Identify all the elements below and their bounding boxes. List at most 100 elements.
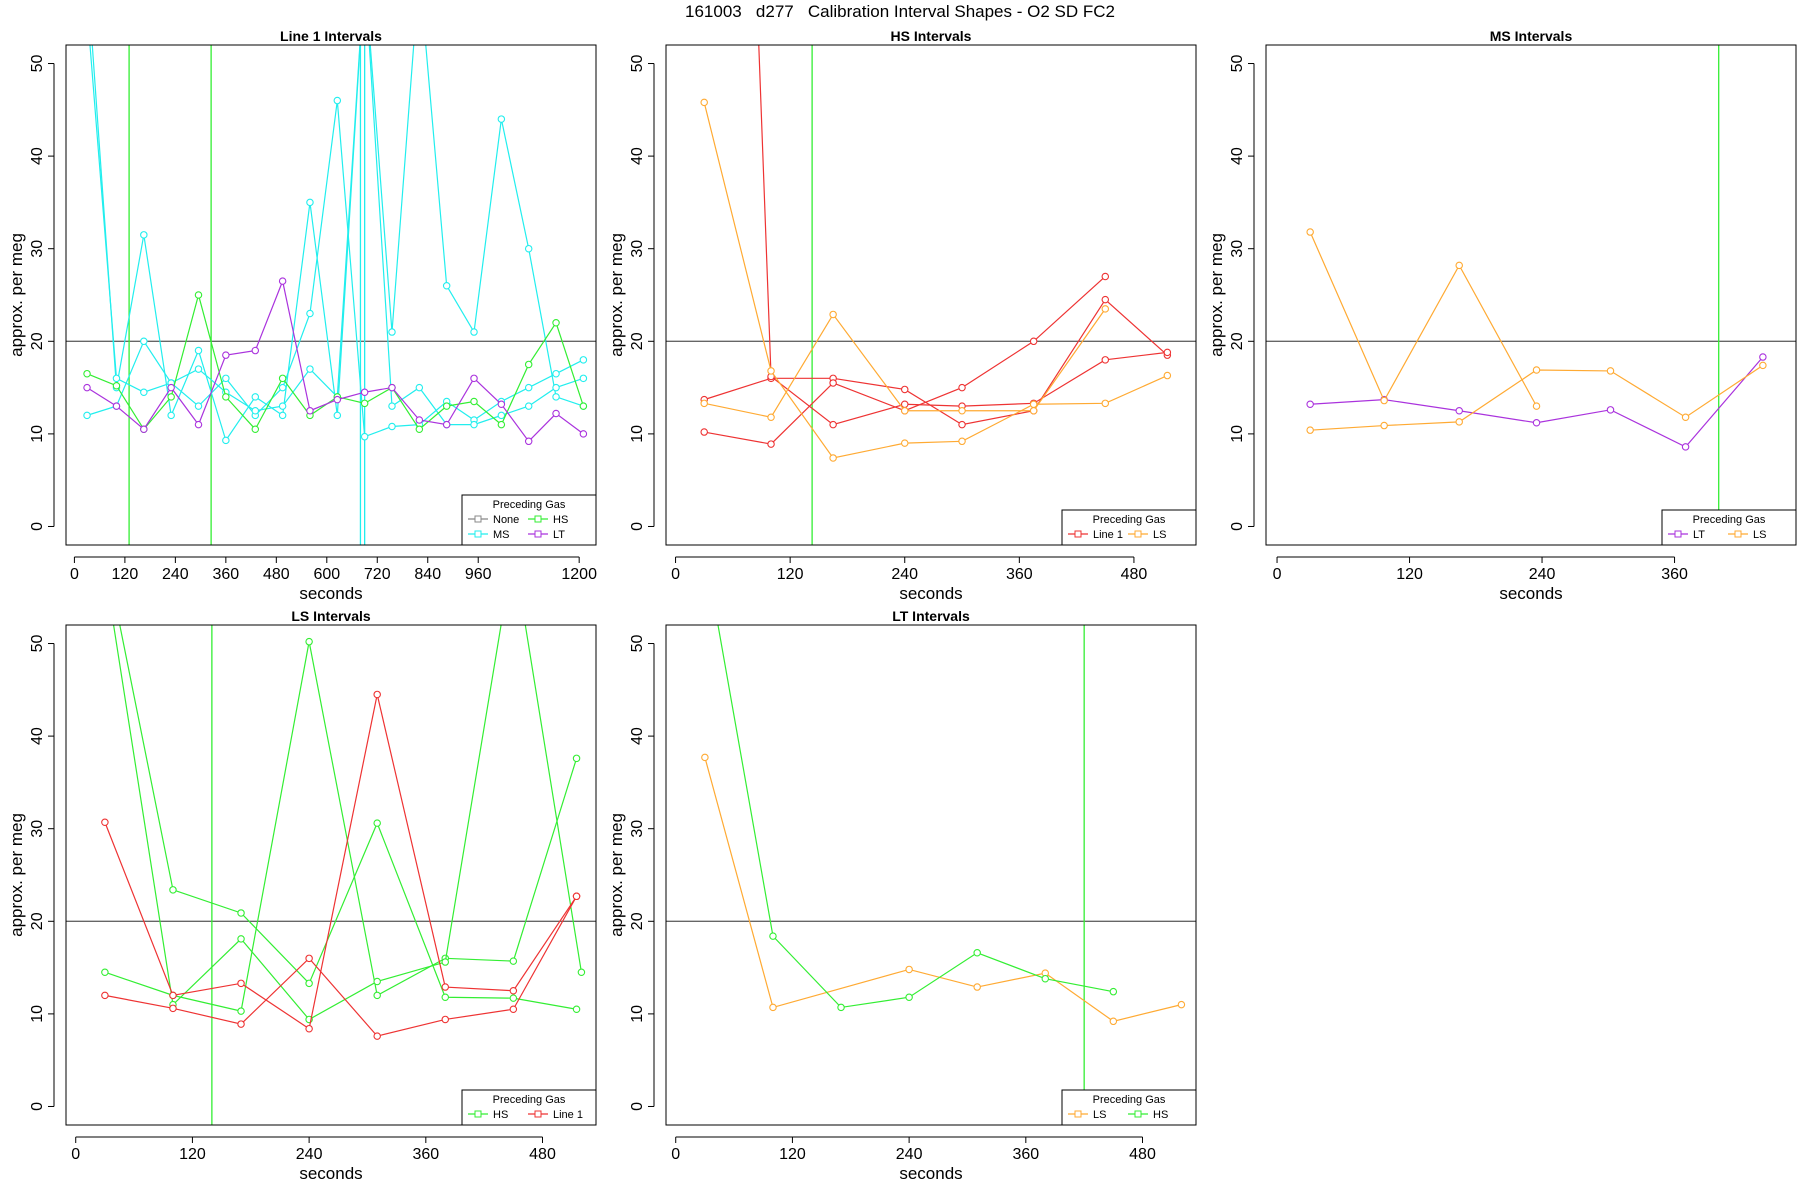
legend-swatch-marker [534,1110,542,1118]
series-line-1-5 [101,892,581,1040]
data-point [140,425,148,434]
data-point [552,393,560,401]
plot-frame [665,624,1197,1126]
data-point [905,993,913,1001]
legend: Preceding Gas Line 1 LS [1061,509,1197,546]
x-tick-label: 120 [777,566,804,583]
data-point [222,351,230,359]
data-point [333,411,342,420]
data-point [1759,361,1767,370]
data-point [251,406,260,415]
legend-box [461,1089,597,1126]
data-point [1681,413,1690,421]
series-ms-1 [91,45,588,445]
data-point [360,388,369,396]
data-point [524,383,533,392]
legend-label: LT [553,529,565,541]
chart-title: LS Intervals [291,608,371,624]
data-point [1759,353,1767,361]
x-tick-label: 360 [412,1146,439,1163]
data-point [577,968,586,976]
legend-label: LS [1753,529,1766,541]
data-point [1101,295,1110,304]
x-axis-label: seconds [899,584,962,603]
data-point [509,986,518,995]
legend-label: LT [1693,529,1705,541]
data-point [373,977,381,986]
y-tick-label: 30 [29,820,46,838]
data-point [167,393,175,401]
x-tick-label: 120 [1396,566,1423,583]
y-axis: 0 10 20 30 40 50 [29,55,55,531]
y-tick-label: 20 [1229,332,1246,350]
plot-frame [665,44,1197,546]
data-point [701,753,709,762]
lt-intervals-chart: LT Intervals 0 120 240 360 480 seconds 0 10 20 30 4… [607,608,1197,1183]
data-point [1681,443,1690,451]
data-point [415,416,424,424]
data-point [579,402,588,410]
y-tick-label: 30 [629,820,646,838]
legend-label: None [493,514,519,526]
x-axis: 0 120 240 360 480 [71,1136,556,1163]
series-lt-5 [83,277,588,446]
data-point [112,374,121,383]
data-point [497,400,506,409]
data-point [1306,426,1314,434]
data-point [373,991,381,1000]
plot-frame [1265,44,1797,546]
series-ls-3 [1306,228,1541,410]
data-point [958,406,966,415]
x-tick-label: 240 [162,566,189,583]
data-point [767,367,775,375]
data-point [958,437,966,446]
data-point [278,374,287,383]
data-point [194,346,203,355]
data-point [579,430,588,438]
series-line [703,102,1168,459]
y-tick-label: 40 [629,727,646,745]
data-point [169,1004,177,1013]
data-point [900,439,909,447]
data-point [222,393,230,401]
series-line [704,298,1168,426]
data-point [572,1005,581,1014]
data-point [251,393,260,401]
data-point [1177,1000,1186,1009]
x-tick-label: 480 [529,1146,556,1163]
y-tick-label: 10 [29,425,46,443]
legend-box [461,494,597,546]
data-point [237,979,245,988]
series-line [104,694,578,1030]
y-axis: 0 10 20 30 40 50 [1229,55,1255,531]
data-point [305,979,313,988]
data-point [958,383,966,392]
x-axis-label: seconds [299,1164,362,1183]
data-point [194,402,203,410]
data-point [767,440,775,448]
series-line [1309,231,1538,407]
data-point [829,420,837,429]
y-tick-label: 20 [629,912,646,930]
data-point [1380,396,1388,405]
series-line [91,45,584,442]
data-point [373,690,381,699]
x-tick-label: 120 [179,1146,206,1163]
x-tick-label: 240 [896,1146,923,1163]
data-point [552,383,560,392]
x-axis-label: seconds [899,1164,962,1183]
legend-label: Line 1 [1093,529,1123,541]
legend: Preceding Gas LT LS [1661,509,1797,546]
data-point [524,437,533,446]
data-point [388,383,396,392]
legend-box [1061,1089,1197,1126]
series-line-1-2 [700,272,1110,448]
data-point [1532,366,1541,374]
series-hs-4 [83,291,588,434]
chart-title: Line 1 Intervals [280,28,382,44]
data-point [579,374,588,383]
x-tick-label: 0 [671,566,680,583]
y-axis-label: approx. per meg [1207,233,1226,357]
data-point [470,374,478,383]
data-point [306,406,314,415]
